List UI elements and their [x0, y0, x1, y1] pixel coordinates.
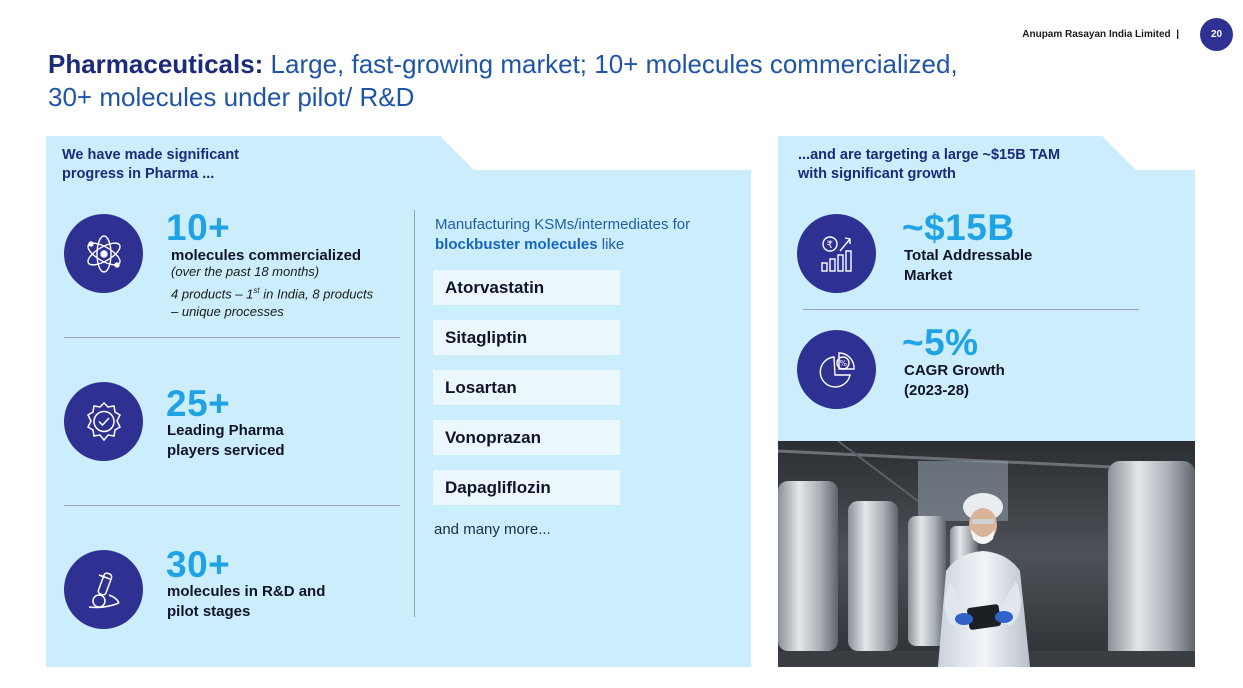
stat-commercialized-detail: (over the past 18 months) 4 products – 1…	[171, 264, 374, 320]
title-rest: Large, fast-growing market; 10+ molecule…	[263, 49, 958, 79]
molecule-atom-icon	[64, 214, 143, 293]
tam-label: Total Addressable Market	[904, 247, 1033, 284]
molecule-item: Vonoprazan	[433, 420, 620, 455]
test-tube-icon	[64, 550, 143, 629]
left-panel-tab-slant	[440, 136, 476, 172]
manufacturing-heading: Manufacturing KSMs/intermediates for blo…	[435, 216, 691, 253]
divider	[803, 309, 1139, 310]
cagr-label: CAGR Growth (2023-28)	[904, 362, 1005, 399]
and-many-more-text: and many more...	[434, 521, 551, 538]
left-panel-tab	[46, 136, 441, 172]
badge-check-icon	[64, 382, 143, 461]
svg-text:%: %	[839, 359, 847, 368]
stat-commercialized-value: 10+	[166, 207, 231, 248]
lab-worker-photo	[778, 441, 1195, 667]
molecule-item: Sitagliptin	[433, 320, 620, 355]
percent-pie-chart-icon: %	[797, 330, 876, 409]
page-title: Pharmaceuticals: Large, fast-growing mar…	[48, 48, 968, 114]
rupee-growth-chart-icon: ₹	[797, 214, 876, 293]
molecule-item: Dapagliflozin	[433, 470, 620, 505]
stat-pharma-players-label: Leading Pharma players serviced	[167, 422, 285, 459]
right-panel-tab	[778, 136, 1103, 172]
vertical-divider	[414, 210, 415, 617]
title-line2: 30+ molecules under pilot/ R&D	[48, 82, 415, 112]
left-panel	[46, 170, 751, 667]
header-separator: |	[1176, 29, 1179, 40]
right-panel-heading: ...and are targeting a large ~$15B TAM wi…	[798, 147, 1061, 182]
page-number-badge: 20	[1200, 18, 1233, 51]
divider	[64, 337, 400, 338]
divider	[64, 505, 400, 506]
title-bold: Pharmaceuticals:	[48, 49, 264, 79]
tam-value: ~$15B	[902, 207, 1015, 248]
cagr-value: ~5%	[902, 322, 979, 363]
molecule-item: Losartan	[433, 370, 620, 405]
company-name: Anupam Rasayan India Limited |	[1022, 29, 1179, 40]
stat-commercialized-label: molecules commercialized	[171, 247, 362, 264]
molecule-item: Atorvastatin	[433, 270, 620, 305]
lab-worker-illustration	[778, 441, 1195, 667]
stat-rd-molecules-label: molecules in R&D and pilot stages	[167, 583, 326, 620]
stat-pharma-players-value: 25+	[166, 383, 231, 424]
svg-text:₹: ₹	[826, 240, 832, 251]
stat-rd-molecules-value: 30+	[166, 544, 231, 585]
right-panel-tab-slant	[1102, 136, 1138, 172]
left-panel-heading: We have made significant progress in Phar…	[62, 147, 240, 182]
